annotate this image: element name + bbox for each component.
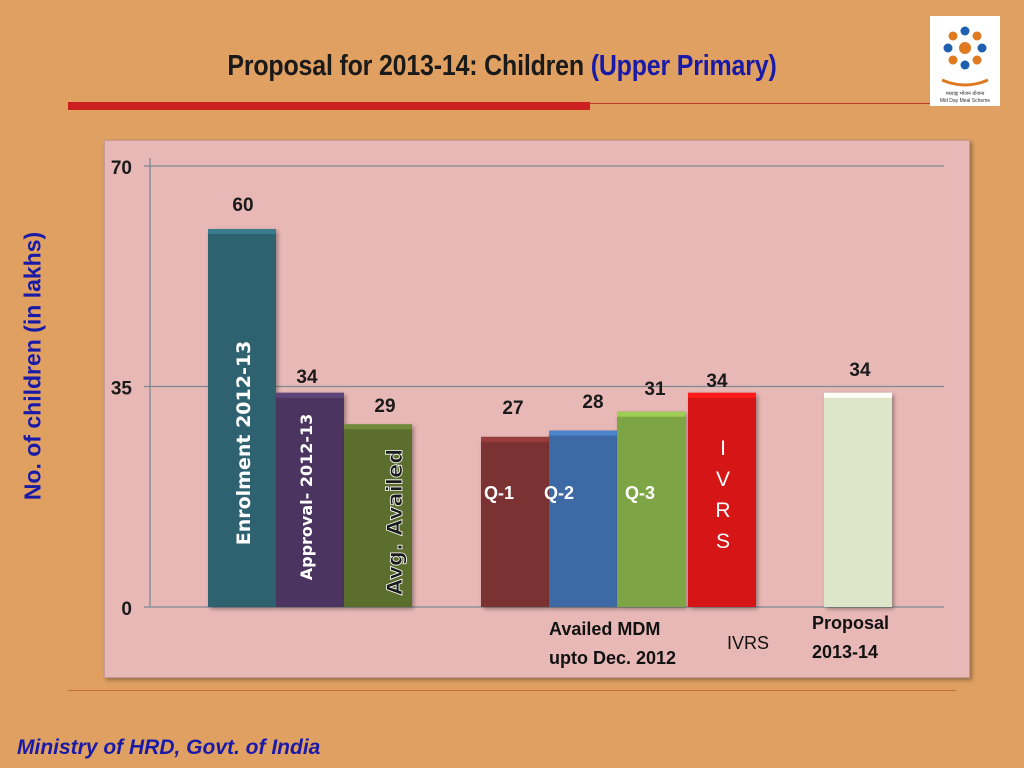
- bar-1-0: [481, 436, 549, 607]
- category-label-availed-line1: Availed MDM: [549, 619, 660, 639]
- footer-divider: [68, 690, 956, 691]
- bar-top-highlight-0-1: [276, 392, 344, 398]
- bar-label-ivrs-char-2: R: [715, 499, 730, 522]
- logo-graphic: मध्याह्न भोजन योजना Mid Day Meal Scheme: [940, 26, 991, 104]
- bar-top-highlight-3-0: [824, 392, 892, 398]
- bar-label-q2: Q-2: [544, 483, 574, 503]
- bar-label-approval: Approval- 2012-13: [297, 414, 316, 581]
- slide-title-accent: (Upper Primary): [590, 50, 777, 82]
- bar-label-avg-availed: Avg. Availed: [383, 449, 407, 596]
- bar-top-highlight-1-1: [549, 430, 617, 436]
- logo-figure-3: [948, 55, 958, 65]
- bar-top-highlight-2-0: [688, 392, 756, 398]
- bar-0-0: [208, 229, 276, 607]
- logo-figure-7: [972, 31, 982, 41]
- data-label-1-2: 31: [644, 379, 666, 400]
- data-label-1-1: 28: [582, 392, 603, 413]
- data-label-1-0: 27: [502, 398, 523, 419]
- bar-label-q3: Q-3: [625, 483, 655, 503]
- slide-title: Proposal for 2013-14: Children (Upper Pr…: [70, 50, 933, 83]
- bar-top-highlight-0-2: [344, 424, 412, 430]
- bar-top-highlight-1-0: [481, 436, 549, 442]
- y-tick-label-1: 35: [111, 379, 133, 400]
- logo-center: [959, 42, 971, 54]
- logo-text-hindi: मध्याह्न भोजन योजना: [946, 90, 985, 97]
- slide-title-main: Proposal for 2013-14: Children: [227, 50, 591, 82]
- bar-label-enrolment: Enrolment 2012-13: [233, 341, 255, 546]
- logo-figure-5: [948, 31, 958, 41]
- y-tick-label-2: 70: [111, 158, 132, 179]
- category-label-proposal-line2: 2013-14: [812, 642, 878, 662]
- data-label-0-1: 34: [296, 367, 318, 388]
- logo-figure-0: [977, 43, 987, 53]
- logo-figure-6: [960, 26, 970, 36]
- bar-label-ivrs-char-0: I: [720, 437, 726, 460]
- bar-1-2: [617, 411, 685, 607]
- category-label-availed-line2: upto Dec. 2012: [549, 648, 676, 668]
- bar-3-0: [824, 392, 892, 607]
- bar-label-ivrs-char-1: V: [716, 468, 730, 491]
- bar-0-2: [344, 424, 412, 607]
- category-label-ivrs: IVRS: [727, 633, 769, 653]
- logo-text-english: Mid Day Meal Scheme: [940, 98, 991, 104]
- footer-text: Ministry of HRD, Govt. of India: [17, 736, 321, 759]
- logo-figure-2: [960, 60, 970, 70]
- bar-label-ivrs-char-3: S: [716, 530, 730, 553]
- bar-2-0: [688, 392, 756, 607]
- bar-1-1: [549, 430, 617, 607]
- bar-top-highlight-0-0: [208, 229, 276, 234]
- logo-figure-1: [972, 55, 982, 65]
- data-label-2-0: 34: [706, 371, 728, 392]
- data-label-3-0: 34: [849, 360, 871, 381]
- title-underline-line: [590, 103, 930, 104]
- title-underline-bar: [68, 102, 590, 110]
- bar-0-1: [276, 392, 344, 607]
- bar-label-q1: Q-1: [484, 483, 514, 503]
- bar-top-highlight-1-2: [617, 411, 685, 417]
- y-tick-label-0: 0: [121, 599, 132, 620]
- mid-day-meal-logo-icon: मध्याह्न भोजन योजना Mid Day Meal Scheme: [930, 16, 1000, 106]
- data-label-0-0: 60: [232, 195, 253, 216]
- logo-figure-4: [943, 43, 953, 53]
- data-label-0-2: 29: [374, 396, 395, 417]
- category-label-proposal-line1: Proposal: [812, 613, 889, 633]
